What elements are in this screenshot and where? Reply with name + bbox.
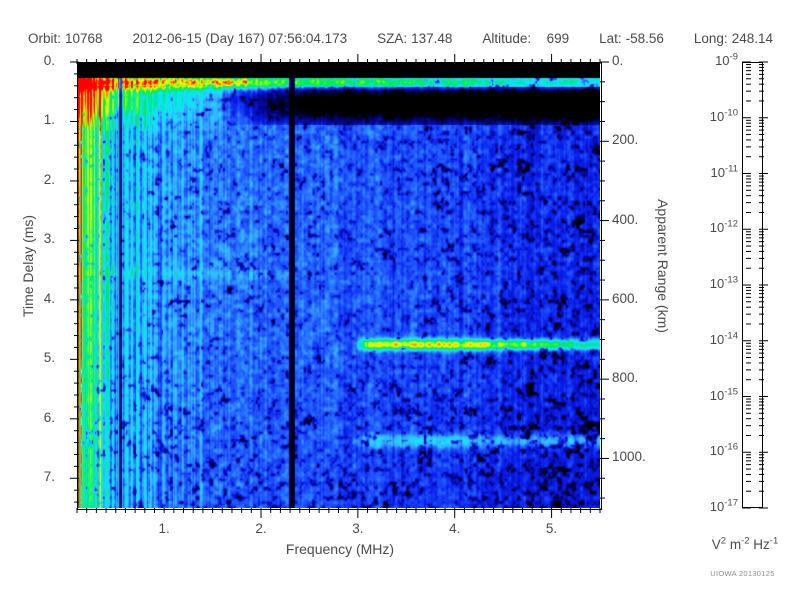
bottom-tick-label: 3. [352,521,364,536]
colorbar-tick-label: 10-14 [692,330,738,347]
colorbar-tick-exponent: -16 [724,441,738,453]
colorbar-tick-mantissa: 10 [710,164,725,180]
left-tick-label: 5. [43,350,55,366]
colorbar-tick-exponent: -11 [724,163,738,175]
colorbar-tick-exponent: -14 [724,330,738,342]
colorbar-tick-mantissa: 10 [709,331,725,347]
colorbar-units-m: m [726,537,742,552]
header-value-sza: 137.48 [411,31,453,46]
colorbar-units-hz: Hz [749,537,770,552]
colorbar-tick-exponent: -13 [724,274,738,286]
y-axis-title-left: Time Delay (ms) [20,214,36,318]
colorbar-units-v-exp: 2 [720,535,727,547]
colorbar-units-m-exp: -2 [741,535,750,547]
header-field-lat: Lat: -58.56 [599,31,664,46]
x-axis-title: Frequency (MHz) [285,541,395,557]
colorbar-tick-label: 10-16 [692,441,738,459]
colorbar-tick-label: 10-13 [692,274,738,291]
right-tick-label: 200. [612,132,639,148]
colorbar-units-label: V2 m-2 Hz-1 [690,535,800,552]
left-tick-label: 1. [43,112,55,128]
bottom-tick-label: 1. [158,521,170,536]
colorbar-tick-mantissa: 10 [709,276,725,291]
colorbar-tick-label: 10-10 [692,107,738,124]
right-tick-label: 0. [612,53,624,68]
header-value-long: 248.14 [731,31,773,46]
colorbar-tick-exponent: -9 [729,51,738,63]
colorbar-tick-mantissa: 10 [715,53,730,68]
colorbar-ticks [742,61,768,509]
colorbar-tick-mantissa: 10 [709,108,725,124]
left-tick-label: 3. [43,231,55,247]
colorbar-tick-label: 10-15 [692,386,738,403]
top-axis-ticks [76,54,601,64]
ionogram-spectrogram [77,62,600,508]
header-field-orbit: Orbit: 10768 [28,31,103,46]
header-label-altitude: Altitude: [482,31,532,46]
colorbar-tick-mantissa: 10 [709,499,725,514]
colorbar-tick-exponent: -10 [724,107,738,119]
header-field-sza: SZA: 137.48 [377,31,452,46]
colorbar-tick-mantissa: 10 [709,220,725,236]
colorbar-units-hz-exp: -1 [769,535,779,547]
bottom-tick-label: 4. [449,521,461,536]
left-tick-label: 6. [43,409,55,425]
left-tick-label: 2. [43,171,55,187]
colorbar [742,62,763,508]
header-info-bar: Orbit: 10768 2012-06-15 (Day 167) 07:56:0… [28,31,773,49]
colorbar-tick-label: 10-17 [692,497,738,514]
header-field-altitude: Altitude: 699 [482,31,569,46]
header-label-long: Long: [693,31,728,46]
right-tick-label: 600. [612,290,639,306]
bottom-tick-label: 2. [255,521,267,536]
colorbar-tick-exponent: -12 [724,218,738,230]
header-label-lat: Lat: [599,31,622,46]
left-axis-ticks [70,61,79,503]
header-value-datetime: 2012-06-15 (Day 167) 07:56:04.173 [132,31,348,46]
colorbar-tick-label: 10-11 [692,163,739,180]
header-value-altitude: 699 [546,31,570,46]
colorbar-tick-mantissa: 10 [709,443,725,459]
right-tick-label: 400. [612,211,639,227]
right-axis-ticks [600,61,609,499]
header-value-orbit: 10768 [65,31,103,46]
colorbar-tick-exponent: -17 [724,497,738,509]
header-field-datetime: 2012-06-15 (Day 167) 07:56:04.173 [133,31,348,46]
colorbar-gradient [742,62,763,508]
left-tick-label: 7. [43,469,55,485]
colorbar-units-v: V [711,537,721,552]
header-value-lat: -58.56 [625,31,664,46]
colorbar-tick-label: 10-9 [692,51,738,68]
colorbar-tick-mantissa: 10 [709,387,725,403]
header-label-sza: SZA: [377,31,408,46]
header-field-long: Long: 248.14 [694,31,773,46]
bottom-tick-label: 5. [545,521,558,536]
left-tick-label: 0. [43,53,55,68]
colorbar-tick-exponent: -15 [724,386,738,398]
right-tick-label: 1000. [612,449,646,465]
colorbar-tick-label: 10-12 [692,218,738,236]
credit-text: UIOWA 20130125 [710,569,775,578]
header-label-orbit: Orbit: [28,31,62,46]
right-tick-label: 800. [612,370,639,386]
bottom-axis-ticks [76,508,601,518]
y-axis-title-right: Apparent Range (km) [655,199,671,333]
left-tick-label: 4. [43,290,55,306]
spectrogram-image [77,62,600,508]
